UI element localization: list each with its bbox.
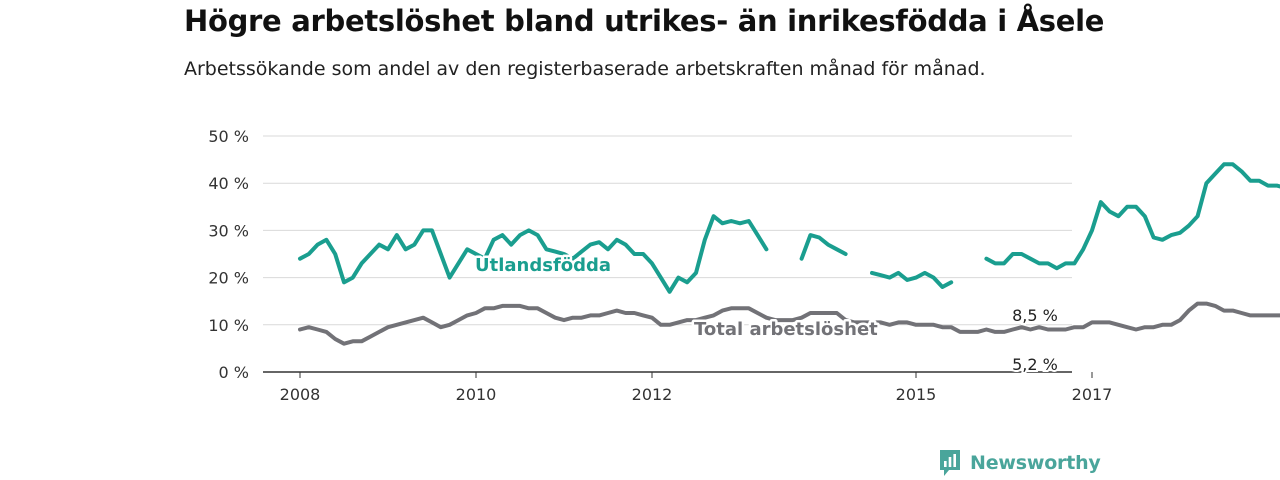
x-tick-label: 2012 (632, 385, 673, 404)
series-label-total-arbetsloshet: Total arbetslöshet (694, 319, 878, 340)
y-tick-label: 0 % (219, 363, 249, 382)
x-tick-label: 2015 (896, 385, 937, 404)
chart-subtitle: Arbetssökande som andel av den registerb… (184, 58, 986, 80)
brand-name: Newsworthy (970, 452, 1101, 474)
series-line-total-arbetsloshet (298, 301, 1280, 346)
end-value-label-utlandsfodda: 8,5 % (1012, 306, 1058, 325)
brand-logo[interactable]: Newsworthy (938, 448, 1101, 478)
x-tick-label: 2008 (280, 385, 321, 404)
x-tick-label: 2017 (1072, 385, 1113, 404)
y-axis-ticks: 0 % 10 % 20 % 30 % 40 % 50 % (208, 127, 249, 382)
newsworthy-logo-icon (940, 450, 960, 476)
y-tick-label: 20 % (208, 269, 249, 288)
y-tick-label: 10 % (208, 316, 249, 335)
series-labels: Utlandsfödda Total arbetslöshet 8,5 % 5,2 % (473, 253, 1060, 377)
series-lines (298, 162, 1280, 346)
y-tick-label: 40 % (208, 174, 249, 193)
series-label-utlandsfodda: Utlandsfödda (475, 255, 611, 276)
y-tick-label: 50 % (208, 127, 249, 146)
x-tick-label: 2010 (456, 385, 497, 404)
chart-title: Högre arbetslöshet bland utrikes- än inr… (184, 4, 1105, 38)
grid-lines (263, 135, 1072, 373)
end-value-label-total-arbetsloshet: 5,2 % (1012, 355, 1058, 374)
y-tick-label: 30 % (208, 221, 249, 240)
x-axis-ticks: 20082010201220152017202020222024 (280, 372, 1113, 404)
series-line-utlandsfodda (298, 162, 1280, 294)
